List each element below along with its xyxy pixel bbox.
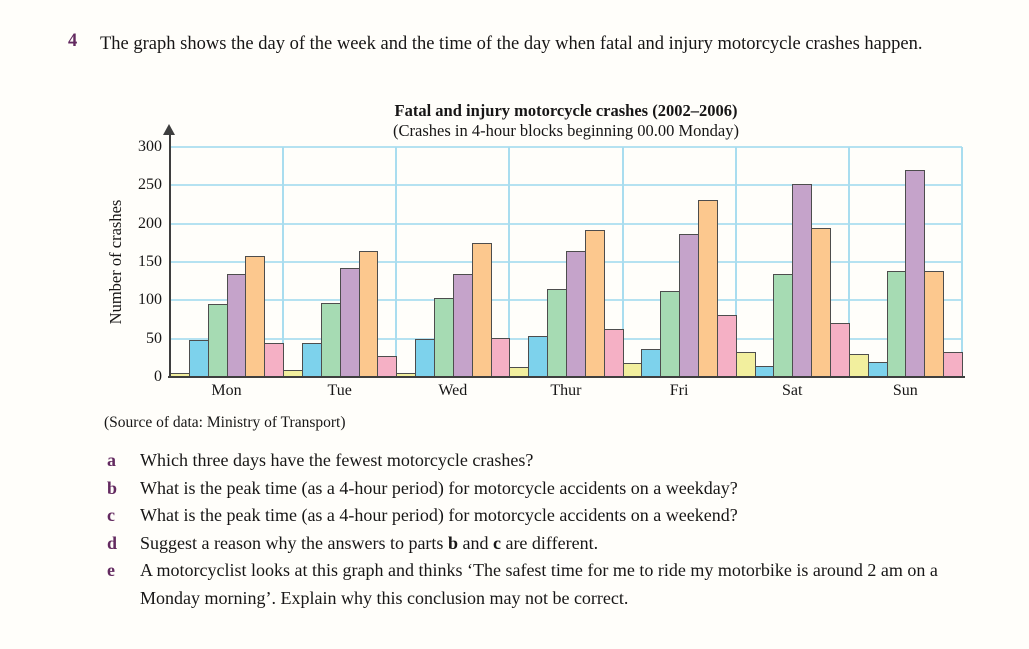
x-axis-label-mon: Mon	[211, 382, 242, 399]
bar-tue-08.00–12.00	[320, 302, 341, 377]
bar-sun-20.00–24.00	[943, 351, 963, 377]
gridline-v-5	[734, 147, 737, 377]
x-axis-label-wed: Wed	[438, 382, 468, 399]
bar-sun-12.00–16.00	[905, 170, 926, 377]
bar-wed-16.00–20.00	[471, 242, 492, 377]
question-text-segment: Which three days have the fewest motorcy…	[140, 450, 534, 470]
bar-thur-08.00–12.00	[547, 288, 567, 377]
bar-mon-12.00–16.00	[226, 273, 247, 377]
question-item-a: a Which three days have the fewest motorc…	[107, 447, 970, 475]
y-tick-label-300: 300	[138, 138, 162, 155]
question-text-c: What is the peak time (as a 4-hour perio…	[140, 502, 970, 530]
bar-thur-20.00–24.00	[603, 329, 624, 377]
bar-fri-00.00–04.00	[622, 363, 643, 377]
bar-fri-12.00–16.00	[679, 234, 699, 377]
bar-sun-08.00–12.00	[886, 271, 907, 377]
question-item-c: c What is the peak time (as a 4-hour peri…	[107, 502, 970, 530]
bar-sun-00.00–04.00	[848, 354, 869, 377]
question-list: a Which three days have the fewest motorc…	[107, 447, 970, 612]
y-tick-label-250: 250	[138, 176, 162, 194]
y-axis-line	[168, 134, 171, 378]
x-axis-label-sun: Sun	[892, 382, 918, 399]
bar-fri-04.00–08.00	[641, 349, 662, 377]
x-axis-label-fri: Fri	[669, 382, 689, 399]
bar-wed-04.00–08.00	[415, 338, 435, 377]
question-item-d: d Suggest a reason why the answers to par…	[107, 530, 970, 558]
bar-fri-20.00–24.00	[716, 314, 737, 377]
bar-sat-12.00–16.00	[792, 183, 813, 377]
gridline-h-200	[170, 222, 962, 225]
bar-thur-16.00–20.00	[584, 229, 605, 377]
bar-mon-04.00–08.00	[188, 340, 209, 377]
y-tick-label-200: 200	[138, 214, 162, 232]
gridline-v-4	[621, 147, 624, 377]
bar-sat-16.00–20.00	[811, 228, 831, 377]
gridline-v-1	[282, 147, 285, 377]
chart-title: Fatal and injury motorcycle crashes (200…	[394, 101, 738, 120]
problem-heading: 4 The graph shows the day of the week an…	[68, 31, 966, 57]
bar-thur-12.00–16.00	[566, 251, 586, 377]
question-text-bold-ref: b	[447, 532, 458, 553]
y-tick-label-150: 150	[138, 253, 162, 270]
x-axis-label-sat: Sat	[781, 382, 803, 399]
question-text-d: Suggest a reason why the answers to part…	[140, 530, 970, 558]
x-axis-line	[168, 376, 965, 378]
question-label-b: b	[107, 477, 118, 498]
bar-tue-12.00–16.00	[339, 268, 360, 377]
gridline-v-3	[508, 147, 511, 377]
y-axis-arrow-icon	[163, 124, 175, 135]
y-tick-label-0: 0	[154, 368, 162, 385]
question-item-b: b What is the peak time (as a 4-hour peri…	[107, 475, 970, 503]
y-tick-label-50: 50	[146, 329, 162, 347]
bar-sun-04.00–08.00	[867, 362, 888, 377]
y-tick-label-100: 100	[138, 291, 162, 309]
bar-chart-plot-area	[170, 146, 963, 377]
bar-sat-20.00–24.00	[830, 323, 850, 377]
bar-tue-04.00–08.00	[302, 343, 322, 377]
question-text-segment: and	[457, 532, 493, 553]
bar-wed-20.00–24.00	[490, 337, 511, 377]
bar-mon-08.00–12.00	[207, 304, 228, 377]
question-text-bold-ref: c	[492, 532, 501, 553]
gridline-v-2	[395, 147, 398, 377]
bar-fri-16.00–20.00	[698, 199, 718, 377]
problem-text: The graph shows the day of the week and …	[100, 34, 923, 54]
question-text-segment: What is the peak time (as a 4-hour perio…	[140, 477, 738, 498]
gridline-v-6	[847, 147, 850, 377]
gridline-v-7	[961, 147, 963, 377]
bar-mon-16.00–20.00	[245, 255, 266, 377]
problem-number: 4	[68, 31, 78, 51]
question-label-d: d	[107, 532, 118, 553]
question-label-e: e	[107, 560, 115, 580]
question-label-c: c	[107, 505, 115, 525]
x-axis-label-tue: Tue	[327, 382, 352, 399]
bar-tue-20.00–24.00	[377, 355, 398, 377]
bar-mon-20.00–24.00	[264, 343, 285, 377]
chart-subtitle: (Crashes in 4-hour blocks beginning 00.0…	[393, 121, 739, 140]
gridline-h-300	[170, 146, 962, 148]
bar-tue-16.00–20.00	[358, 251, 379, 377]
question-text-segment: Suggest a reason why the answers to part…	[140, 532, 448, 553]
question-text-segment: A motorcyclist looks at this graph and t…	[140, 560, 938, 608]
source-note: (Source of data: Ministry of Transport)	[104, 414, 346, 431]
question-text-b: What is the peak time (as a 4-hour perio…	[140, 475, 970, 503]
x-axis-label-thur: Thur	[550, 382, 582, 399]
gridline-h-250	[170, 184, 962, 187]
bar-thur-04.00–08.00	[528, 335, 549, 377]
bar-fri-08.00–12.00	[660, 291, 681, 377]
bar-wed-12.00–16.00	[452, 274, 473, 377]
bar-wed-08.00–12.00	[434, 298, 454, 377]
bar-sat-08.00–12.00	[773, 273, 794, 377]
question-text-segment: What is the peak time (as a 4-hour perio…	[140, 505, 738, 525]
bar-sun-16.00–20.00	[924, 271, 945, 377]
question-text-e: A motorcyclist looks at this graph and t…	[140, 557, 970, 612]
question-item-e: e A motorcyclist looks at this graph and …	[107, 557, 970, 612]
bar-sat-00.00–04.00	[735, 352, 756, 377]
question-text-a: Which three days have the fewest motorcy…	[140, 447, 970, 475]
question-text-segment: are different.	[500, 532, 599, 553]
question-label-a: a	[107, 450, 116, 470]
